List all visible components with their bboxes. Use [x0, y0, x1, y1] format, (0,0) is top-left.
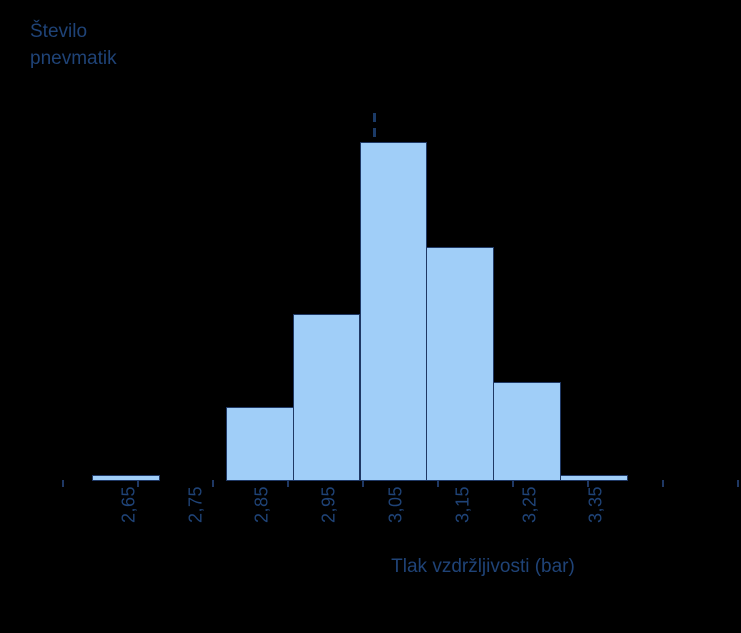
x-tick-label: 3,05 [385, 486, 406, 524]
x-axis-tick [62, 480, 64, 487]
x-axis-tick [362, 480, 364, 487]
x-tick-label: 2,75 [185, 486, 205, 524]
x-tick-label: 3,15 [452, 486, 473, 524]
x-axis-tick [437, 480, 439, 487]
x-tick-label: 2,85 [251, 486, 272, 524]
x-axis-tick [137, 480, 139, 487]
y-axis-title: Število pnevmatik [30, 21, 117, 69]
histogram-bar [359, 142, 428, 481]
x-tick-label: 3,35 [585, 486, 606, 524]
x-tick-label: 2,95 [318, 486, 339, 524]
x-axis-tick [587, 480, 589, 487]
histogram-bar [493, 382, 561, 481]
histogram-bar [225, 407, 294, 481]
histogram-bar [426, 247, 495, 481]
x-axis-tick [512, 480, 514, 487]
histogram-bar [559, 475, 628, 481]
histogram-bar [92, 475, 161, 481]
histogram-bar [292, 314, 361, 481]
x-axis-tick [737, 480, 739, 487]
x-axis-title: Tlak vzdržljivosti (bar) [391, 556, 575, 577]
x-axis-tick [287, 480, 289, 487]
x-tick-label: 2,65 [118, 486, 139, 524]
x-tick-label: 3,25 [519, 486, 539, 524]
x-axis-tick [212, 480, 214, 487]
x-axis-tick [662, 480, 664, 487]
